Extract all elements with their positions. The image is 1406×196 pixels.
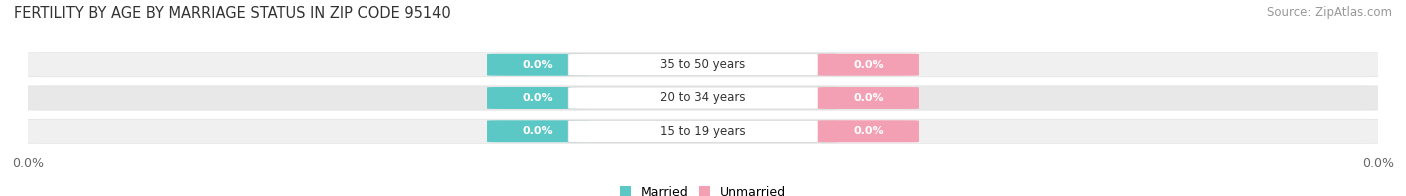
Text: 0.0%: 0.0% [523, 93, 553, 103]
FancyBboxPatch shape [568, 87, 838, 109]
FancyBboxPatch shape [568, 120, 838, 142]
FancyBboxPatch shape [486, 54, 588, 76]
Text: 0.0%: 0.0% [523, 126, 553, 136]
FancyBboxPatch shape [818, 54, 920, 76]
FancyBboxPatch shape [818, 120, 920, 142]
Text: 20 to 34 years: 20 to 34 years [661, 92, 745, 104]
FancyBboxPatch shape [818, 87, 920, 109]
FancyBboxPatch shape [486, 87, 588, 109]
Text: 35 to 50 years: 35 to 50 years [661, 58, 745, 71]
FancyBboxPatch shape [486, 120, 588, 142]
Text: 0.0%: 0.0% [853, 93, 883, 103]
FancyBboxPatch shape [568, 54, 838, 76]
Text: 0.0%: 0.0% [523, 60, 553, 70]
FancyBboxPatch shape [21, 86, 1385, 110]
Text: 0.0%: 0.0% [853, 60, 883, 70]
Text: Source: ZipAtlas.com: Source: ZipAtlas.com [1267, 6, 1392, 19]
FancyBboxPatch shape [21, 119, 1385, 143]
FancyBboxPatch shape [21, 53, 1385, 77]
Text: 15 to 19 years: 15 to 19 years [661, 125, 745, 138]
Text: FERTILITY BY AGE BY MARRIAGE STATUS IN ZIP CODE 95140: FERTILITY BY AGE BY MARRIAGE STATUS IN Z… [14, 6, 451, 21]
Legend: Married, Unmarried: Married, Unmarried [614, 181, 792, 196]
Text: 0.0%: 0.0% [853, 126, 883, 136]
